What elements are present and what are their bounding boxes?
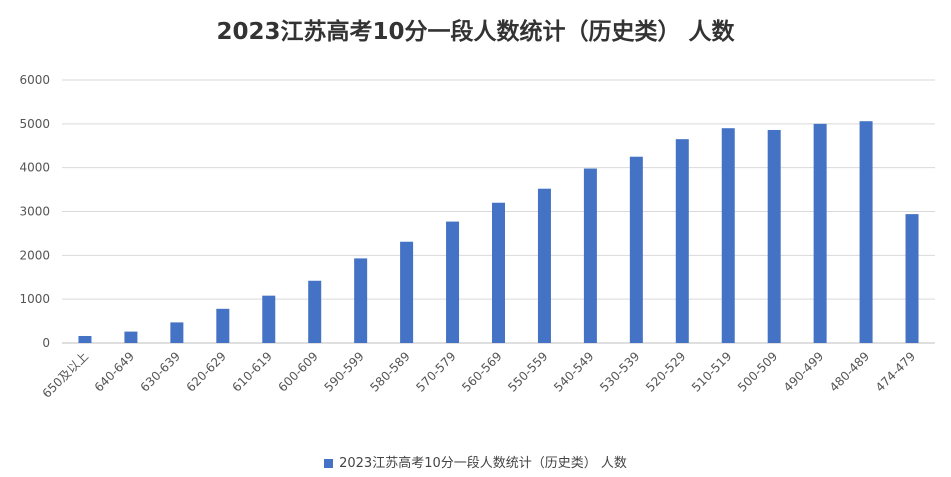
x-tick-label: 500-509 xyxy=(735,349,780,394)
x-tick-label: 640-649 xyxy=(92,349,137,394)
bar xyxy=(721,128,735,343)
bar xyxy=(675,139,689,343)
y-tick-label: 2000 xyxy=(19,248,50,262)
chart-legend: 2023江苏高考10分一段人数统计（历史类） 人数 xyxy=(0,452,951,471)
x-tick-label: 590-599 xyxy=(321,349,366,394)
y-tick-label: 1000 xyxy=(19,292,50,306)
x-tick-label: 474-479 xyxy=(873,349,918,394)
x-tick-label: 510-519 xyxy=(689,349,734,394)
bar xyxy=(308,280,322,343)
y-tick-label: 6000 xyxy=(19,73,50,87)
bar xyxy=(216,308,230,343)
x-tick-label: 520-529 xyxy=(643,349,688,394)
x-tick-label: 580-589 xyxy=(367,349,412,394)
y-tick-label: 3000 xyxy=(19,205,50,219)
x-tick-label: 540-549 xyxy=(551,349,596,394)
bar xyxy=(859,121,873,343)
bar xyxy=(492,202,505,343)
bar xyxy=(446,221,460,343)
x-tick-label: 530-539 xyxy=(597,349,642,394)
x-tick-label: 550-559 xyxy=(505,349,550,394)
legend-swatch xyxy=(324,459,334,468)
x-tick-label: 480-489 xyxy=(827,349,872,394)
bar xyxy=(78,335,92,343)
y-tick-label: 5000 xyxy=(19,117,50,131)
bar xyxy=(813,123,827,343)
x-tick-label: 600-609 xyxy=(275,349,320,394)
bar xyxy=(170,322,184,343)
y-tick-label: 4000 xyxy=(19,161,50,175)
bar xyxy=(583,168,597,343)
chart-title: 2023江苏高考10分一段人数统计（历史类） 人数 xyxy=(216,19,735,45)
x-tick-label: 630-639 xyxy=(138,349,183,394)
x-tick-label: 570-579 xyxy=(413,349,458,394)
y-tick-label: 0 xyxy=(42,336,50,350)
bar xyxy=(400,241,414,343)
x-tick-label: 610-619 xyxy=(230,349,275,394)
bar xyxy=(124,331,138,343)
bar xyxy=(629,156,643,343)
x-tick-label: 560-569 xyxy=(459,349,504,394)
bar xyxy=(262,295,276,343)
bar xyxy=(905,214,919,343)
x-tick-label: 650及以上 xyxy=(40,349,92,401)
x-tick-label: 620-629 xyxy=(184,349,229,394)
x-tick-label: 490-499 xyxy=(781,349,826,394)
bar xyxy=(354,258,368,343)
bar xyxy=(537,188,551,343)
bar xyxy=(767,129,781,343)
legend-label: 2023江苏高考10分一段人数统计（历史类） 人数 xyxy=(339,456,627,471)
